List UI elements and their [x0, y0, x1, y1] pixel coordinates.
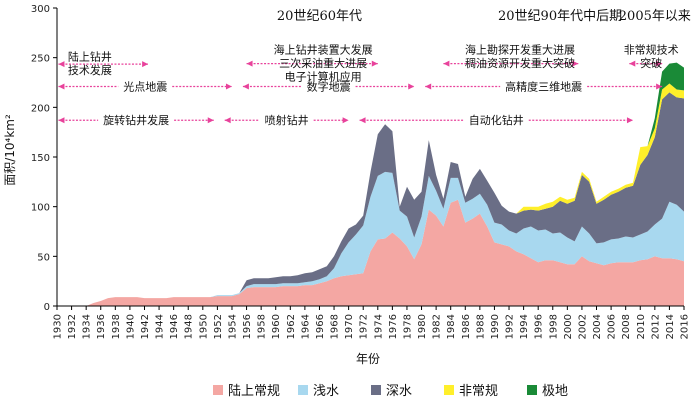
era-title: 20世纪60年代: [277, 9, 362, 24]
x-tick-label: 2014: [665, 314, 676, 339]
legend-swatch: [444, 385, 454, 395]
arrow-label: 高精度三维地震: [505, 79, 582, 93]
legend: 陆上常规 浅水 深水 非常规 极地: [213, 383, 568, 399]
x-tick-label: 2008: [621, 314, 632, 339]
x-tick-label: 2016: [680, 314, 691, 339]
x-tick-label: 1946: [169, 314, 180, 339]
legend-label: 深水: [386, 384, 412, 399]
arrow-label: 旋转钻井发展: [103, 113, 169, 127]
x-tick-label: 1990: [490, 314, 501, 339]
x-tick-label: 2004: [592, 314, 603, 339]
legend-label: 陆上常规: [228, 383, 280, 399]
y-tick-label: 0: [44, 302, 50, 313]
x-tick-label: 1972: [359, 314, 370, 339]
y-tick-label: 250: [31, 54, 50, 65]
x-tick-label: 1956: [242, 314, 253, 339]
arrow-label: 喷射钻井: [265, 113, 309, 127]
x-tick-label: 2000: [563, 314, 574, 339]
y-tick-label: 200: [31, 103, 50, 114]
x-tick-label: 1976: [388, 314, 399, 339]
y-tick-label: 100: [31, 203, 50, 214]
x-tick-label: 1994: [519, 314, 530, 339]
legend-swatch: [527, 385, 537, 395]
x-tick-label: 1986: [461, 314, 472, 339]
legend-item: 陆上常规: [213, 383, 280, 399]
annotation-arrow: [629, 60, 663, 67]
x-tick-label: 1992: [505, 314, 516, 339]
x-tick-label: 2006: [607, 314, 618, 339]
area-series-1: [57, 171, 684, 306]
annotation-arrow: 旋转钻井发展: [58, 113, 214, 127]
x-tick-label: 1940: [125, 314, 136, 339]
legend-swatch: [298, 385, 308, 395]
plot-areas: [57, 62, 684, 307]
annotation-note: 海上钻井装置大发展三次采油重大进展电子计算机应用: [274, 43, 373, 84]
x-tick-label: 2012: [650, 314, 661, 339]
arrow-label: 数字地震: [307, 79, 351, 93]
x-tick-label: 1998: [548, 314, 559, 339]
x-tick-label: 2002: [577, 314, 588, 339]
x-tick-label: 1960: [271, 314, 282, 339]
y-tick-label: 50: [37, 252, 50, 263]
legend-item: 深水: [371, 384, 412, 399]
legend-item: 极地: [527, 384, 568, 399]
x-tick-label: 1980: [417, 314, 428, 339]
annotation-arrow: [246, 60, 378, 67]
annotation-note: 海上勘探开发重大进展稠油资源开发重大突破: [465, 43, 575, 70]
legend-label: 浅水: [313, 384, 339, 399]
legend-swatch: [213, 385, 223, 395]
annotation-note: 非常规技术突破: [624, 43, 679, 70]
annotation-arrow: 数字地震: [242, 79, 415, 93]
x-tick-label: 1988: [475, 314, 486, 339]
x-tick-label: 1982: [432, 314, 443, 339]
x-tick-label: 1974: [373, 314, 384, 339]
legend-label: 极地: [542, 384, 568, 399]
x-tick-label: 1962: [286, 314, 297, 339]
era-title: 20世纪90年代中后期: [498, 9, 622, 24]
x-tick-label: 1966: [315, 314, 326, 339]
x-tick-label: 1950: [198, 314, 209, 339]
x-tick-label: 1984: [446, 314, 457, 339]
legend-swatch: [371, 385, 381, 395]
x-tick-label: 1978: [402, 314, 413, 339]
era-title: 2005年以来: [619, 9, 691, 24]
annotation-arrow: 喷射钻井: [224, 113, 349, 127]
x-tick-label: 1930: [53, 314, 64, 339]
x-tick-label: 1970: [344, 314, 355, 339]
legend-item: 非常规: [444, 384, 498, 399]
x-tick-label: 1932: [67, 314, 78, 339]
y-tick-label: 150: [31, 153, 50, 164]
x-tick-label: 1944: [155, 314, 166, 339]
arrow-label: 自动化钻井: [469, 113, 524, 127]
area-series-0: [57, 199, 684, 306]
x-tick-label: 1948: [184, 314, 195, 339]
x-tick-label: 1964: [300, 314, 311, 339]
x-tick-label: 1938: [111, 314, 122, 339]
x-axis-title: 年份: [356, 352, 380, 366]
x-tick-label: 1954: [227, 314, 238, 339]
legend-label: 非常规: [459, 384, 498, 399]
x-tick-label: 1968: [330, 314, 341, 339]
legend-item: 浅水: [298, 384, 339, 399]
annotation-arrow: 自动化钻井: [359, 113, 633, 127]
arrow-label: 光点地震: [123, 79, 167, 93]
x-tick-label: 2010: [636, 314, 647, 339]
x-tick-label: 1996: [534, 314, 545, 339]
x-tick-label: 1942: [140, 314, 151, 339]
x-tick-label: 1934: [82, 314, 93, 339]
annotation-arrow: 光点地震: [58, 79, 232, 93]
annotation-arrow: 高精度三维地震: [425, 79, 663, 93]
annotation-arrow: [443, 60, 579, 67]
x-tick-label: 1952: [213, 314, 224, 339]
x-tick-label: 1936: [96, 314, 107, 339]
x-tick-label: 1958: [257, 314, 268, 339]
annotation-arrow: [58, 61, 149, 68]
y-tick-label: 300: [31, 4, 50, 15]
annotation-note: 陆上钻井技术发展: [68, 50, 112, 78]
y-axis-title: 面积/10⁴km²: [3, 114, 17, 186]
